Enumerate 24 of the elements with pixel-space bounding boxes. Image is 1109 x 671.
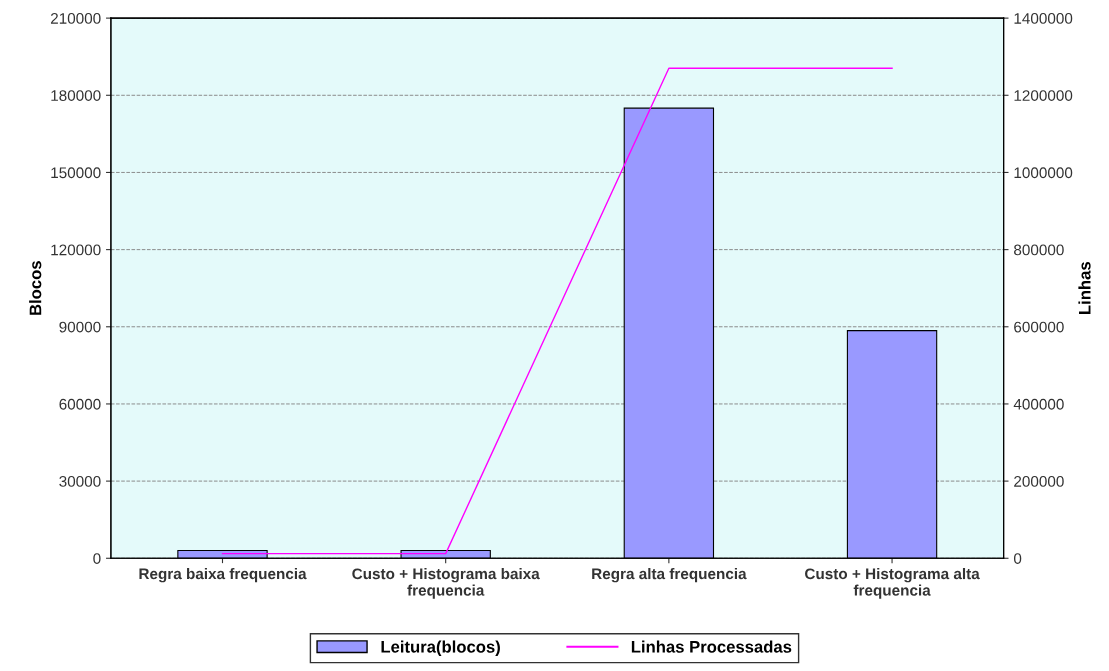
y2-tick-label: 1200000	[1014, 90, 1073, 101]
legend-label: Leitura(blocos)	[381, 640, 500, 656]
x-tick-label: Custo + Histograma baixa frequencia	[352, 567, 540, 599]
legend-label: Linhas Processadas	[631, 640, 792, 653]
y2-tick-label: 1000000	[1014, 167, 1073, 179]
y2-tick-label: 200000	[1014, 475, 1064, 487]
y-tick-label: 180000	[51, 90, 101, 101]
y2-tick-label: 800000	[1014, 244, 1064, 256]
y2-tick-label: 600000	[1014, 321, 1064, 333]
y2-tick-label: 400000	[1013, 398, 1064, 410]
y2-axis-title: Linhas	[1078, 262, 1091, 314]
y2-tick-label: 0	[1013, 553, 1022, 564]
y-tick-label: 90000	[59, 321, 101, 333]
y-tick-label: 60000	[59, 398, 101, 410]
y-tick-label: 150000	[51, 167, 101, 179]
y-tick-label: 30000	[59, 475, 101, 487]
y-tick-label: 0	[93, 553, 101, 564]
y-tick-label: 210000	[50, 12, 101, 24]
x-tick-label: Regra baixa frequencia	[139, 567, 307, 583]
y-axis-title: Blocos	[29, 261, 42, 315]
y2-tick-label: 1400000	[1014, 12, 1073, 24]
x-tick-label: Regra alta frequencia	[592, 567, 747, 583]
y-tick-label: 120000	[51, 244, 101, 256]
x-tick-label: Custo + Histograma alta frequencia	[805, 567, 980, 599]
